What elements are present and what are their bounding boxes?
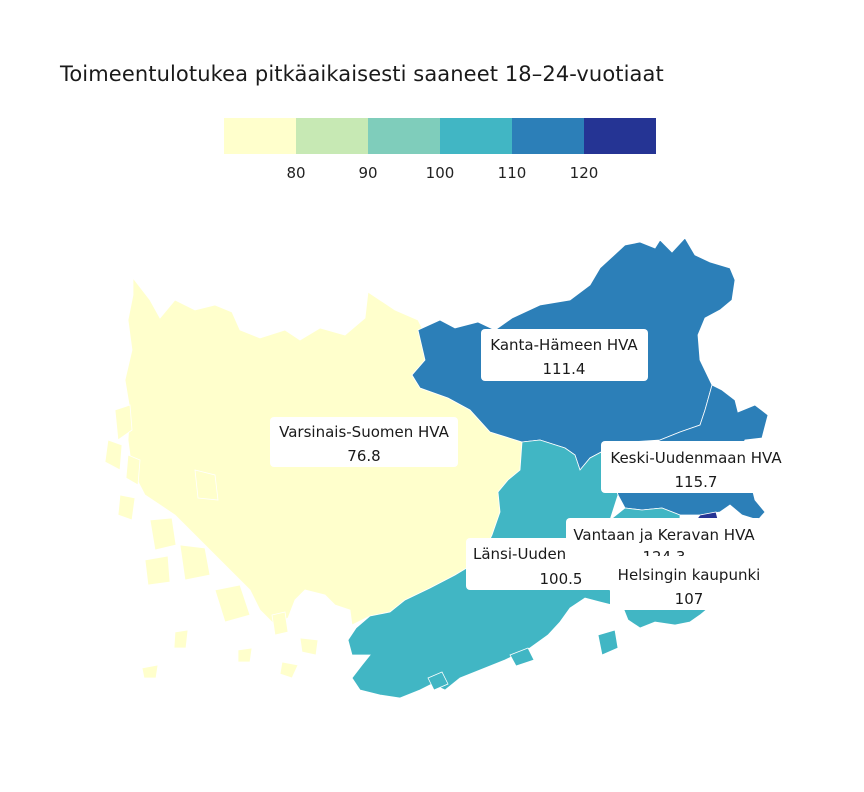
legend-swatch-3 — [440, 118, 512, 154]
archipelago-island — [214, 584, 251, 623]
map-title: Toimeentulotukea pitkäaikaisesti saaneet… — [60, 62, 664, 86]
label-helsingin-name: Helsingin kaupunki — [618, 566, 761, 584]
coastal-island — [597, 629, 619, 656]
color-legend: 80 90 100 110 120 — [224, 118, 656, 182]
label-varsinais-suomen-hva: Varsinais-Suomen HVA 76.8 — [270, 417, 458, 467]
archipelago-island — [279, 661, 299, 679]
label-varsinais-suomen-name: Varsinais-Suomen HVA — [279, 423, 449, 441]
archipelago-island — [194, 469, 219, 501]
label-kanta-hameen-name: Kanta-Hämeen HVA — [490, 336, 638, 354]
legend-tick-90: 90 — [358, 164, 377, 182]
label-lansi-uudenmaan-value: 100.5 — [540, 570, 583, 588]
label-varsinais-suomen-value: 76.8 — [347, 447, 380, 465]
archipelago-island — [237, 647, 253, 663]
label-lansi-uudenmaan-name: Länsi-Uuden — [473, 545, 566, 563]
label-helsingin-value: 107 — [675, 590, 704, 608]
label-helsingin-kaupunki: Helsingin kaupunki 107 — [610, 556, 768, 610]
archipelago-island — [144, 555, 171, 586]
label-keski-uudenmaan-name: Keski-Uudenmaan HVA — [610, 449, 782, 467]
archipelago-island — [179, 544, 211, 581]
archipelago-island — [299, 637, 319, 656]
archipelago-island — [117, 494, 136, 521]
legend-swatch-4 — [512, 118, 584, 154]
region-labels: Kanta-Hämeen HVA 111.4 Varsinais-Suomen … — [270, 329, 790, 610]
label-keski-uudenmaan-value: 115.7 — [675, 473, 718, 491]
legend-swatch-1 — [296, 118, 368, 154]
legend-swatch-2 — [368, 118, 440, 154]
archipelago-island — [141, 664, 159, 679]
archipelago-island — [149, 517, 177, 551]
label-kanta-hameen-hva: Kanta-Hämeen HVA 111.4 — [481, 329, 648, 381]
legend-tick-120: 120 — [570, 164, 599, 182]
label-kanta-hameen-value: 111.4 — [543, 360, 586, 378]
legend-swatch-0 — [224, 118, 296, 154]
archipelago-island — [104, 439, 123, 471]
coastal-island — [427, 671, 449, 691]
label-vantaan-keravan-name: Vantaan ja Keravan HVA — [573, 526, 755, 544]
legend-tick-100: 100 — [426, 164, 455, 182]
legend-tick-110: 110 — [498, 164, 527, 182]
archipelago-island — [271, 611, 289, 636]
label-keski-uudenmaan-hva: Keski-Uudenmaan HVA 115.7 — [601, 441, 790, 493]
archipelago-island — [173, 629, 189, 649]
archipelago-island — [125, 454, 141, 486]
archipelago-island — [114, 404, 133, 441]
coastal-island — [509, 647, 535, 667]
legend-tick-80: 80 — [286, 164, 305, 182]
legend-swatch-5 — [584, 118, 656, 154]
